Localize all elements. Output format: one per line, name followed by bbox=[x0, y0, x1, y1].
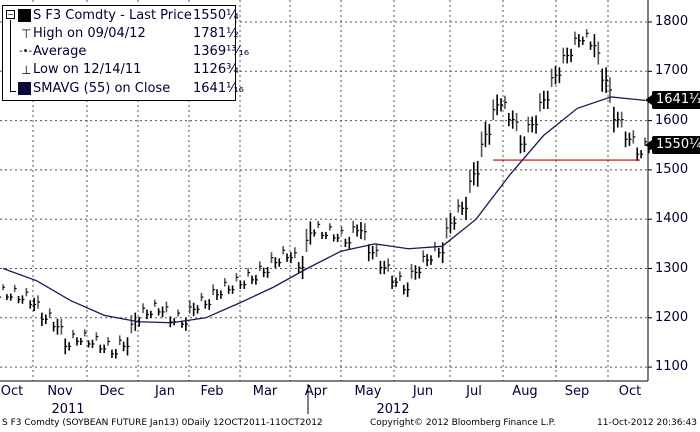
y-tick-label: 1700 bbox=[655, 63, 689, 79]
legend-high: High on 09/04/12 bbox=[33, 26, 146, 41]
legend-last-price-value: 1550¼ bbox=[193, 8, 239, 23]
y-tick-label: 1100 bbox=[655, 359, 689, 375]
x-tick-label: Jan bbox=[154, 384, 176, 399]
year-label-2012: 2012 bbox=[376, 402, 410, 417]
sma-swatch-icon bbox=[18, 82, 31, 95]
x-tick-label: Dec bbox=[99, 384, 125, 399]
legend-high-value: 1781½ bbox=[193, 26, 239, 41]
footer-copyright: Copyright© 2012 Bloomberg Finance L.P. bbox=[370, 418, 556, 428]
low-marker-icon: ⊥ bbox=[21, 63, 32, 77]
y-tick-label: 1200 bbox=[655, 309, 689, 325]
legend-average-value: 1369¹³⁄₁₆ bbox=[193, 44, 250, 59]
y-tick-label: 1400 bbox=[655, 211, 689, 227]
last-price-tag: 1550¼ bbox=[645, 136, 700, 154]
x-tick-label: Jul bbox=[466, 384, 482, 399]
footer-timestamp: 11-Oct-2012 20:36:43 bbox=[597, 418, 697, 428]
x-tick-label: Oct bbox=[618, 384, 642, 399]
legend-average: Average bbox=[33, 44, 87, 59]
legend-low-value: 1126¾ bbox=[193, 62, 239, 77]
legend-last-price: S F3 Comdty - Last Price bbox=[33, 8, 192, 23]
average-marker-icon: -•- bbox=[19, 46, 33, 57]
x-tick-label: Jun bbox=[412, 384, 434, 399]
legend-low: Low on 12/14/11 bbox=[33, 62, 142, 77]
tree-line bbox=[10, 20, 16, 92]
x-tick-label: Sep bbox=[564, 384, 590, 399]
x-tick-label: Apr bbox=[304, 384, 328, 399]
high-marker-icon: ⊤ bbox=[21, 27, 32, 41]
collapse-icon[interactable]: − bbox=[6, 10, 15, 19]
y-tick-label: 1600 bbox=[655, 112, 689, 128]
x-tick-label: May bbox=[354, 384, 382, 399]
y-tick-label: 1300 bbox=[655, 260, 689, 276]
year-label-2011: 2011 bbox=[51, 402, 85, 417]
x-tick-label: Aug bbox=[512, 384, 538, 399]
sma-line bbox=[2, 96, 646, 324]
legend: − S F3 Comdty - Last Price 1550¼ ⊤ High … bbox=[2, 5, 249, 101]
x-tick-label: Nov bbox=[47, 384, 73, 399]
y-tick-label: 1500 bbox=[655, 161, 689, 177]
sma-price-tag: 1641¹⁄₁₆ bbox=[645, 91, 700, 109]
y-tick-label: 1800 bbox=[655, 14, 689, 29]
legend-sma-value: 1641¹⁄₁₆ bbox=[193, 81, 244, 96]
footer-security: S F3 Comdty (SOYBEAN FUTURE Jan13) 0Dail… bbox=[2, 418, 323, 428]
x-tick-label: Mar bbox=[252, 384, 278, 399]
last-price-swatch-icon bbox=[18, 9, 31, 22]
x-tick-label: Oct bbox=[0, 384, 24, 399]
legend-sma: SMAVG (55) on Close bbox=[33, 81, 171, 96]
x-tick-label: Feb bbox=[200, 384, 224, 399]
